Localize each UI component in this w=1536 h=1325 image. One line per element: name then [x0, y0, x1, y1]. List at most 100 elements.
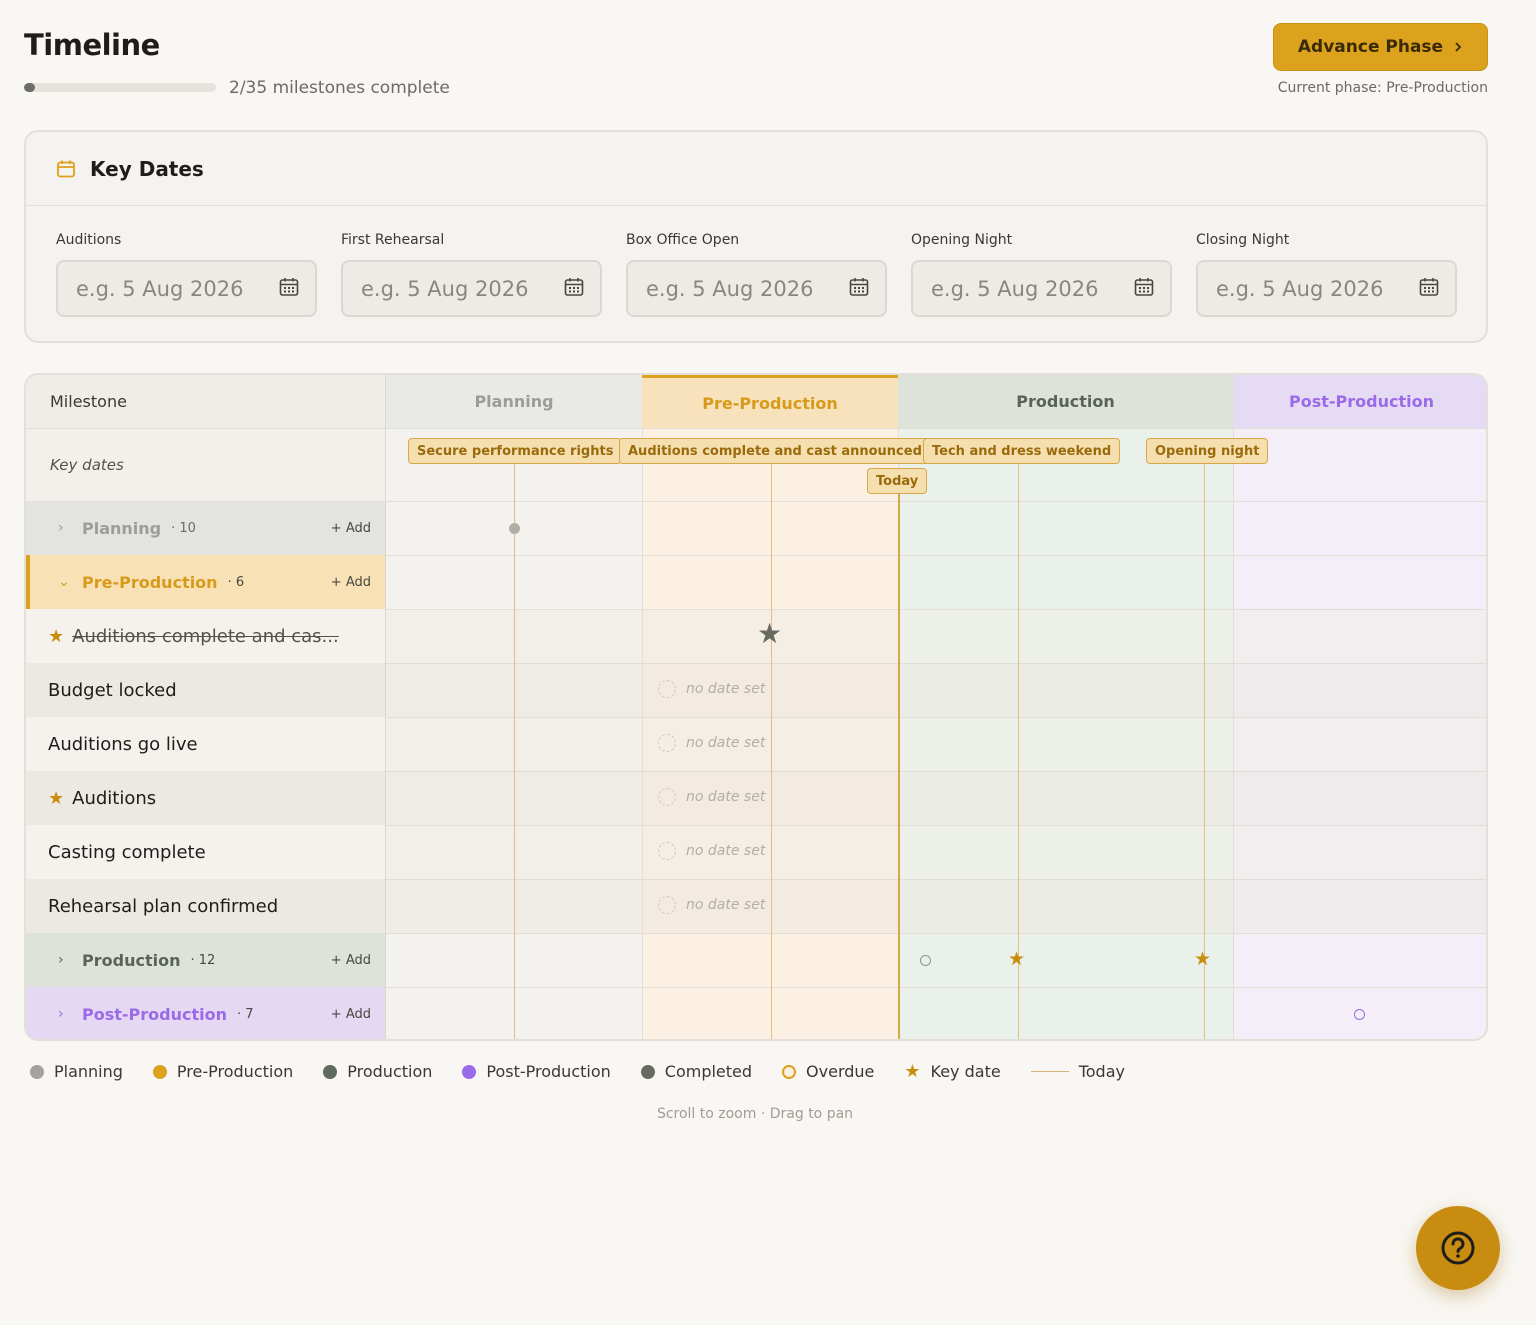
calendar-icon[interactable] [1134, 277, 1154, 301]
opening-night-star-icon[interactable]: ★ [1194, 948, 1212, 970]
group-row-pre-production[interactable]: ⌄ Pre-Production · 6 + Add [26, 555, 386, 609]
row-divider [26, 717, 1486, 718]
group-count: · 7 [236, 1006, 254, 1022]
add-milestone-button[interactable]: + Add [330, 520, 371, 536]
row-divider [26, 501, 1486, 502]
milestone-name: Casting complete [48, 841, 206, 863]
legend-label: Planning [54, 1062, 123, 1081]
no-date-placeholder: no date set [658, 896, 765, 914]
calendar-icon[interactable] [564, 277, 584, 301]
calendar-icon[interactable] [279, 277, 299, 301]
group-count: · 6 [227, 574, 245, 590]
row-divider [26, 987, 1486, 988]
progress-text: 2/35 milestones complete [229, 78, 450, 98]
key-date-chip[interactable]: Opening night [1146, 438, 1269, 464]
no-date-placeholder: no date set [658, 788, 765, 806]
zoom-pan-hint: Scroll to zoom · Drag to pan [656, 1106, 854, 1122]
key-date-chip[interactable]: Tech and dress weekend [923, 438, 1121, 464]
date-label: Closing Night [1196, 232, 1290, 248]
phase-divider [642, 429, 643, 1039]
dashed-circle-icon [658, 680, 676, 698]
milestone-row[interactable]: ★ Auditions complete and cas... [26, 609, 386, 663]
add-milestone-button[interactable]: + Add [330, 574, 371, 590]
calendar-icon [57, 160, 75, 177]
completed-key-date-star-icon[interactable]: ★ [757, 617, 783, 650]
legend-dot [640, 1064, 655, 1079]
date-input-box[interactable] [341, 260, 602, 317]
legend-item-key-date: ★ Key date [904, 1062, 1000, 1081]
row-divider [26, 933, 1486, 934]
add-milestone-button[interactable]: + Add [330, 952, 371, 968]
chevron-right-icon[interactable]: › [58, 1006, 64, 1022]
legend-label: Completed [664, 1062, 753, 1081]
no-date-text: no date set [686, 897, 766, 913]
help-icon [1441, 1231, 1475, 1265]
no-date-placeholder: no date set [658, 680, 765, 698]
chevron-right-icon[interactable]: › [58, 952, 64, 968]
key-date-star-icon: ★ [48, 625, 65, 647]
group-row-planning[interactable]: › Planning · 10 + Add [26, 501, 386, 555]
first-rehearsal-date-input[interactable] [361, 276, 551, 301]
date-input-box[interactable] [1196, 260, 1457, 317]
row-divider [26, 609, 1486, 610]
milestone-row[interactable]: Rehearsal plan confirmed [26, 879, 386, 933]
production-milestone-dot[interactable] [920, 955, 931, 966]
phase-header-post-production: Post-Production [1233, 375, 1486, 429]
milestone-name: Auditions complete and cas... [72, 625, 339, 647]
no-date-placeholder: no date set [658, 842, 765, 860]
group-name: Planning [82, 518, 162, 538]
star-icon: ★ [904, 1060, 921, 1082]
no-date-placeholder: no date set [658, 734, 765, 752]
dashed-circle-icon [658, 734, 676, 752]
legend-label: Today [1078, 1062, 1125, 1081]
box-office-open-date-input[interactable] [646, 276, 836, 301]
calendar-icon[interactable] [849, 277, 869, 301]
auditions-date-input[interactable] [76, 276, 266, 301]
planning-milestone-dot[interactable] [509, 523, 520, 534]
row-divider [26, 555, 1486, 556]
date-field-closing-night: Closing Night [1196, 232, 1457, 317]
date-field-box-office-open: Box Office Open [626, 232, 887, 317]
no-date-text: no date set [686, 735, 766, 751]
legend-label: Key date [930, 1062, 1001, 1081]
date-field-first-rehearsal: First Rehearsal [341, 232, 602, 317]
help-button[interactable] [1416, 1206, 1500, 1290]
key-date-chip[interactable]: Auditions complete and cast announced [619, 438, 931, 464]
advance-phase-button[interactable]: Advance Phase [1273, 23, 1488, 71]
chevron-right-icon[interactable]: › [58, 520, 64, 536]
today-line [898, 493, 900, 1039]
legend-dot [323, 1064, 338, 1079]
calendar-icon[interactable] [1419, 277, 1439, 301]
legend-label: Production [347, 1062, 433, 1081]
add-milestone-button[interactable]: + Add [330, 1006, 371, 1022]
legend-item-overdue: Overdue [782, 1062, 874, 1081]
key-dates-row-label: Key dates [26, 429, 386, 501]
milestone-row[interactable]: Budget locked [26, 663, 386, 717]
milestone-progress-fill [24, 83, 35, 92]
legend-item-today: Today [1030, 1062, 1125, 1081]
closing-night-date-input[interactable] [1216, 276, 1406, 301]
opening-night-date-input[interactable] [931, 276, 1121, 301]
milestone-progress-bar [24, 83, 216, 92]
legend-item-production: Production [323, 1062, 432, 1081]
date-input-box[interactable] [911, 260, 1172, 317]
legend-dot [152, 1064, 167, 1079]
timeline-grid[interactable]: Planning Pre-Production Production Post-Pro… [24, 373, 1488, 1041]
milestone-row[interactable]: ★ Auditions [26, 771, 386, 825]
production-key-date-star-icon[interactable]: ★ [1008, 948, 1026, 970]
key-date-line [514, 463, 515, 1039]
group-row-post-production[interactable]: › Post-Production · 7 + Add [26, 987, 386, 1039]
key-dates-card: Key Dates Auditions First Rehearsal Box Of… [24, 130, 1488, 343]
chevron-down-icon[interactable]: ⌄ [58, 574, 70, 590]
post-production-milestone-dot[interactable] [1354, 1009, 1365, 1020]
timeline-legend: Planning Pre-Production Production Post-Pro… [30, 1062, 1155, 1081]
page-title: Timeline [24, 28, 160, 62]
group-row-production[interactable]: › Production · 12 + Add [26, 933, 386, 987]
date-input-box[interactable] [626, 260, 887, 317]
date-input-box[interactable] [56, 260, 317, 317]
group-count: · 12 [190, 952, 216, 968]
dashed-circle-icon [658, 896, 676, 914]
milestone-row[interactable]: Auditions go live [26, 717, 386, 771]
milestone-row[interactable]: Casting complete [26, 825, 386, 879]
key-date-chip[interactable]: Secure performance rights [408, 438, 623, 464]
